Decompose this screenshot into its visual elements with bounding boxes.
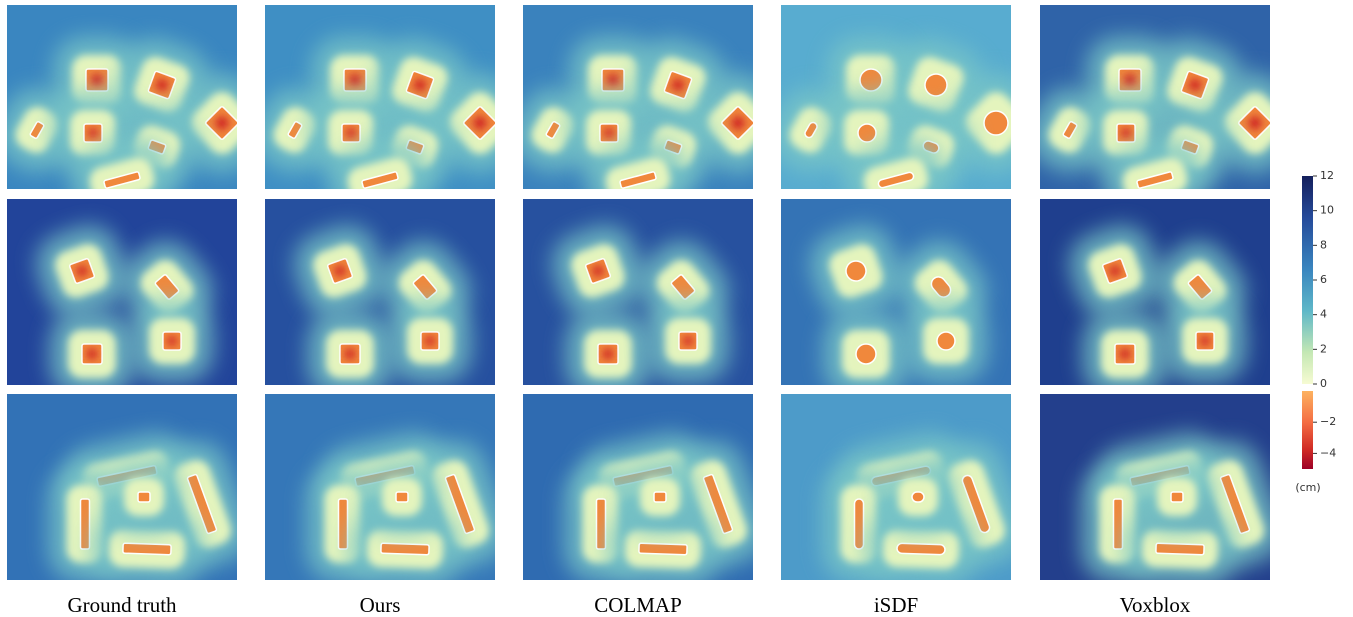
panel bbox=[265, 394, 516, 588]
panel-image bbox=[781, 394, 1032, 588]
panel-image bbox=[781, 199, 1011, 396]
column-label: iSDF bbox=[874, 593, 918, 617]
colorbar-tick-label: 2 bbox=[1320, 342, 1327, 355]
panel bbox=[1040, 199, 1270, 396]
panel-image bbox=[502, 5, 800, 228]
object-center bbox=[350, 75, 361, 86]
object-center bbox=[603, 349, 613, 359]
object-center bbox=[426, 337, 435, 346]
object-core bbox=[858, 124, 876, 142]
panel-image bbox=[1040, 394, 1291, 588]
colorbar-tick-label: 0 bbox=[1320, 377, 1327, 390]
panel-image bbox=[7, 199, 237, 396]
object-core bbox=[1171, 492, 1183, 502]
object-center bbox=[92, 75, 103, 86]
object-center bbox=[1122, 129, 1131, 138]
panel bbox=[760, 5, 1058, 228]
colorbar-positive bbox=[1302, 176, 1313, 384]
object-center bbox=[684, 337, 693, 346]
colorbar-tick-label: 12 bbox=[1320, 169, 1334, 182]
object-core bbox=[123, 543, 171, 555]
object-core bbox=[381, 543, 429, 555]
object-core bbox=[1156, 543, 1204, 555]
panel-image bbox=[1040, 199, 1270, 396]
colorbar-tick-label: 8 bbox=[1320, 238, 1327, 251]
object-center bbox=[1201, 337, 1210, 346]
panel-image bbox=[7, 394, 258, 588]
colorbar-tick-label: −4 bbox=[1320, 446, 1336, 459]
panel bbox=[0, 5, 284, 228]
panel-image bbox=[760, 5, 1058, 228]
panel bbox=[265, 199, 495, 396]
colorbar-tick-label: −2 bbox=[1320, 415, 1336, 428]
panel bbox=[244, 5, 542, 228]
panel-image bbox=[265, 394, 516, 588]
object-core bbox=[912, 492, 924, 502]
object-center bbox=[345, 349, 355, 359]
object-core bbox=[856, 344, 876, 364]
panel bbox=[7, 199, 237, 396]
object-core bbox=[937, 332, 955, 350]
panel-image bbox=[1019, 5, 1317, 228]
panel bbox=[781, 394, 1032, 588]
column-label: Voxblox bbox=[1120, 593, 1191, 617]
panel-image bbox=[523, 199, 753, 396]
object-core bbox=[855, 499, 864, 549]
object-core bbox=[597, 499, 606, 549]
object-center bbox=[347, 129, 356, 138]
object-core bbox=[897, 543, 945, 555]
column-label: COLMAP bbox=[594, 593, 682, 617]
object-core bbox=[396, 492, 408, 502]
figure: Ground truth Ours COLMAP iSDF Voxblox (cm) 0… bbox=[0, 0, 1353, 617]
object-core bbox=[1114, 499, 1123, 549]
colorbar-tick-label: 10 bbox=[1320, 204, 1334, 217]
panel bbox=[7, 394, 258, 588]
panel-image bbox=[265, 199, 495, 396]
object-core bbox=[860, 69, 882, 91]
object-center bbox=[605, 129, 614, 138]
object-center bbox=[608, 75, 619, 86]
panel bbox=[1019, 5, 1317, 228]
object-center bbox=[89, 129, 98, 138]
object-center bbox=[1120, 349, 1130, 359]
object-center bbox=[168, 337, 177, 346]
panels bbox=[0, 5, 1317, 588]
colorbar-tick-label: 6 bbox=[1320, 273, 1327, 286]
panel-image bbox=[523, 394, 774, 588]
colorbar: (cm) 0 2 4 6 8 10 12 −2 −4 bbox=[1295, 169, 1336, 494]
object-core bbox=[339, 499, 348, 549]
object-core bbox=[639, 543, 687, 555]
panel bbox=[1040, 394, 1291, 588]
object-core bbox=[81, 499, 90, 549]
object-core bbox=[654, 492, 666, 502]
panel bbox=[502, 5, 800, 228]
panel bbox=[523, 199, 753, 396]
object-center bbox=[87, 349, 97, 359]
object-center bbox=[1125, 75, 1136, 86]
panel bbox=[523, 394, 774, 588]
colorbar-tick-label: 4 bbox=[1320, 308, 1327, 321]
panel-image bbox=[0, 5, 284, 228]
panel bbox=[781, 199, 1011, 396]
object-core bbox=[138, 492, 150, 502]
colorbar-negative bbox=[1302, 391, 1313, 469]
column-label: Ours bbox=[360, 593, 401, 617]
column-label: Ground truth bbox=[67, 593, 177, 617]
panel-image bbox=[244, 5, 542, 228]
colorbar-unit: (cm) bbox=[1295, 481, 1320, 494]
column-labels: Ground truth Ours COLMAP iSDF Voxblox bbox=[67, 593, 1190, 617]
